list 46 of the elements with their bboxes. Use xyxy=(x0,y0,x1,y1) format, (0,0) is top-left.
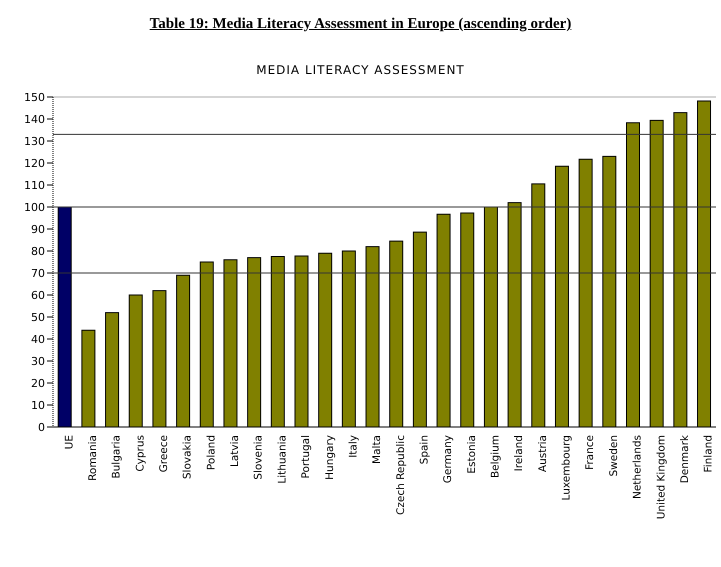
x-tick-label: Hungary xyxy=(324,435,336,480)
y-tick-label: 150 xyxy=(24,90,45,104)
x-tick-label: Austria xyxy=(536,435,549,472)
x-tick-label: Slovenia xyxy=(252,435,265,480)
chart-subtitle: MEDIA LITERACY ASSESSMENT xyxy=(255,63,466,77)
x-tick-label: Latvia xyxy=(229,435,242,467)
x-tick-label: Portugal xyxy=(300,435,312,478)
y-tick-label: 80 xyxy=(31,244,45,258)
y-tick-label: 120 xyxy=(24,156,45,170)
x-tick-label: Spain xyxy=(418,435,430,464)
y-tick-label: 100 xyxy=(24,200,45,214)
y-tick-label: 40 xyxy=(31,332,45,346)
x-tick-label: Romania xyxy=(86,435,99,481)
x-tick-label: Finland xyxy=(702,435,715,473)
y-tick-label: 30 xyxy=(31,354,45,368)
x-tick-label: Bulgaria xyxy=(110,435,123,479)
x-tick-label: Cyprus xyxy=(134,435,146,472)
y-tick-label: 50 xyxy=(31,310,45,324)
chart-title: Table 19: Media Literacy Assessment in Europe (ascending order) xyxy=(148,15,572,33)
x-tick-label: France xyxy=(584,435,596,470)
y-tick-label: 70 xyxy=(31,266,45,280)
x-tick-label: Poland xyxy=(205,435,218,470)
x-tick-label: Lithuania xyxy=(276,435,288,484)
x-tick-label: Slovakia xyxy=(182,435,194,480)
y-tick-label: 60 xyxy=(31,288,45,302)
y-tick-label: 130 xyxy=(24,134,45,148)
x-tick-label: Malta xyxy=(371,435,384,464)
x-tick-label: Greece xyxy=(158,435,170,472)
x-tick-label: Ireland xyxy=(513,435,526,472)
y-tick-label: 110 xyxy=(24,178,45,192)
x-tick-label: Italy xyxy=(347,435,360,458)
x-tick-label: Czech Republic xyxy=(394,434,407,515)
x-tick-label: Denmark xyxy=(678,434,691,484)
x-tick-label: Belgium xyxy=(490,435,502,478)
x-tick-label: Estonia xyxy=(466,435,478,474)
y-tick-label: 140 xyxy=(24,112,45,126)
x-tick-label: UE xyxy=(63,435,76,450)
x-tick-label: Netherlands xyxy=(632,435,644,500)
y-tick-label: 90 xyxy=(31,222,45,236)
y-tick-label: 10 xyxy=(31,398,45,412)
y-tick-label: 20 xyxy=(31,376,45,390)
x-tick-label: Sweden xyxy=(608,435,620,476)
y-tick-label: 0 xyxy=(38,420,45,434)
x-tick-label: United Kingdom xyxy=(655,435,668,520)
x-tick-label: Germany xyxy=(442,435,454,484)
x-tick-label: Luxembourg xyxy=(560,435,573,500)
